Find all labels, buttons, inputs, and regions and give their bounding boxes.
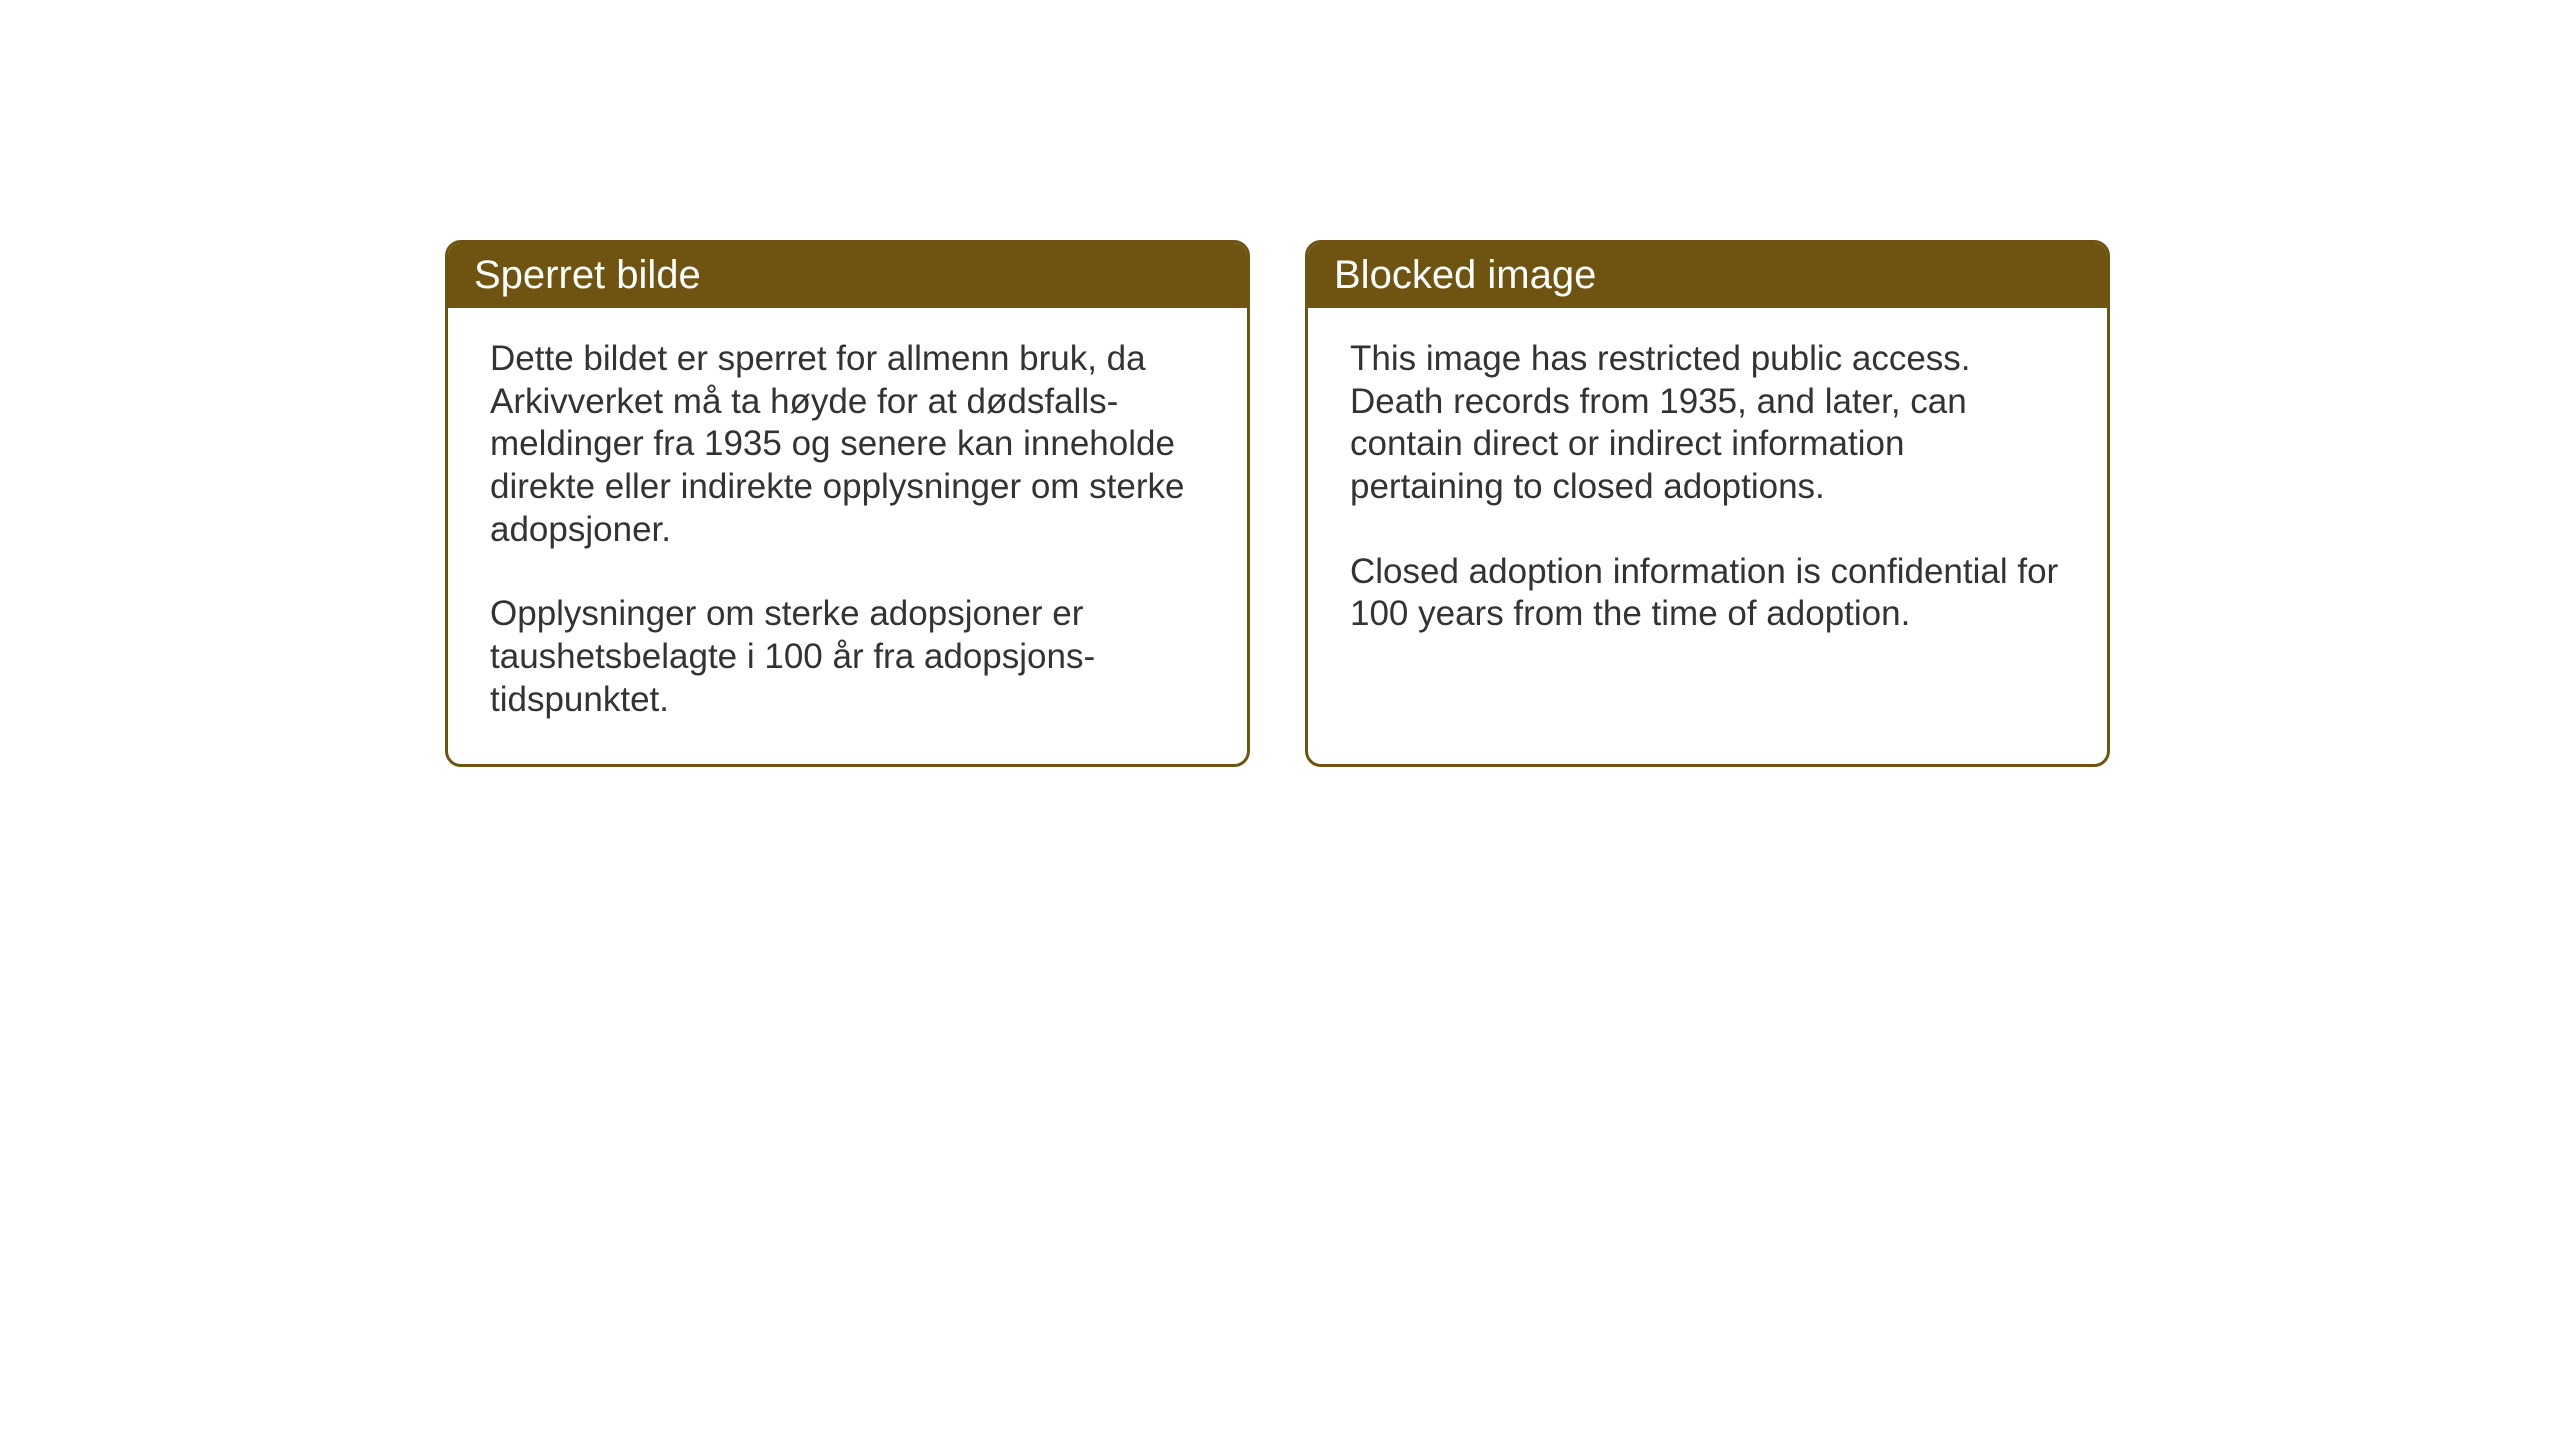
notice-box-norwegian: Sperret bilde Dette bildet er sperret fo… <box>445 240 1250 767</box>
notice-paragraph: This image has restricted public access.… <box>1350 338 2065 509</box>
notice-body-english: This image has restricted public access.… <box>1308 308 2107 738</box>
notice-header-english: Blocked image <box>1308 243 2107 308</box>
notice-body-norwegian: Dette bildet er sperret for allmenn bruk… <box>448 308 1247 764</box>
notice-header-norwegian: Sperret bilde <box>448 243 1247 308</box>
notice-container: Sperret bilde Dette bildet er sperret fo… <box>445 240 2110 767</box>
notice-box-english: Blocked image This image has restricted … <box>1305 240 2110 767</box>
notice-paragraph: Dette bildet er sperret for allmenn bruk… <box>490 338 1205 551</box>
notice-paragraph: Opplysninger om sterke adopsjoner er tau… <box>490 593 1205 721</box>
notice-paragraph: Closed adoption information is confident… <box>1350 551 2065 636</box>
